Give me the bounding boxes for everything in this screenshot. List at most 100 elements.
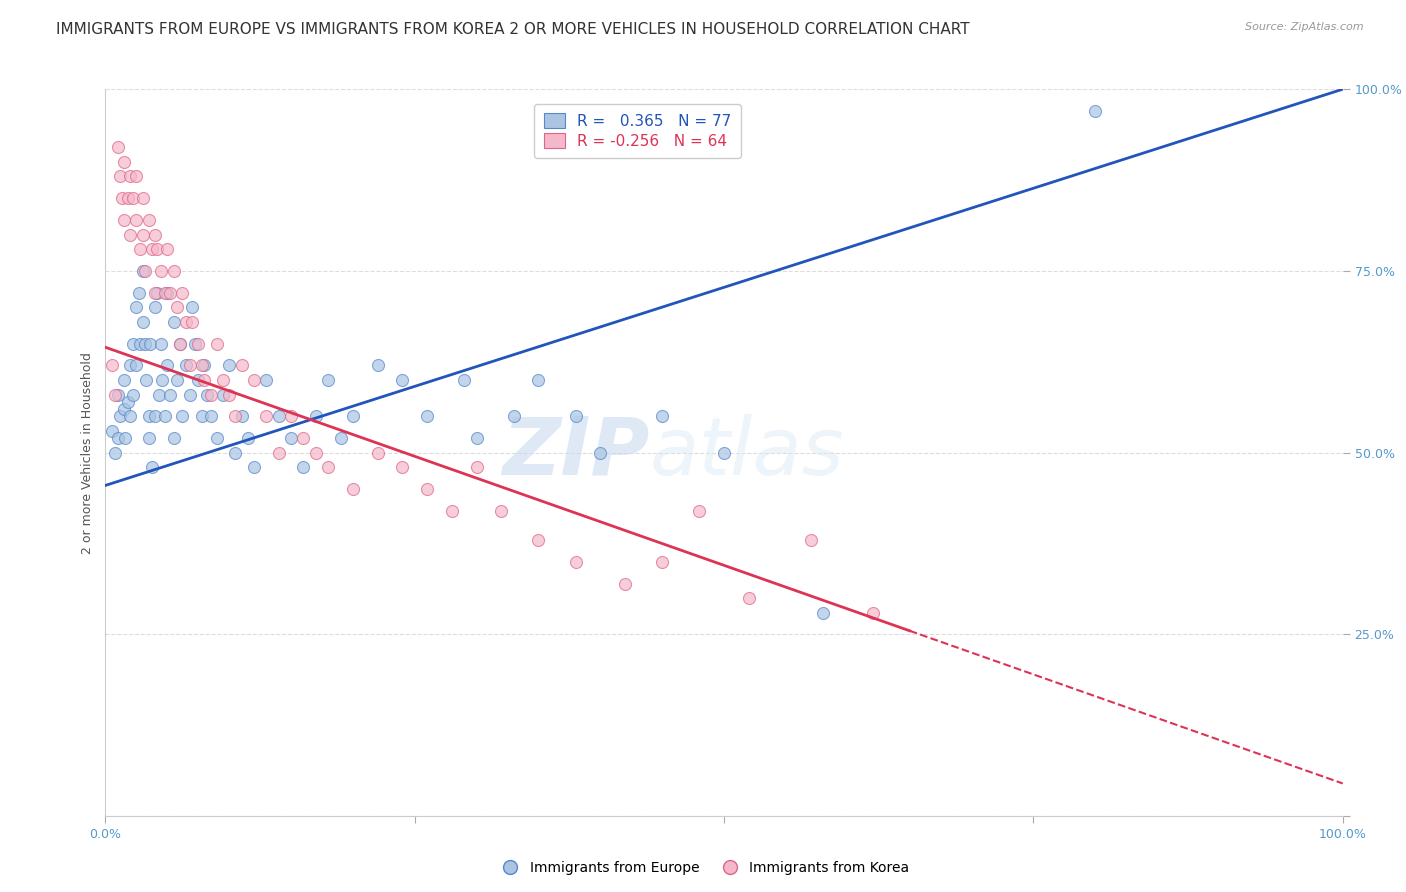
Point bbox=[143, 285, 166, 300]
Point bbox=[183, 336, 205, 351]
Point bbox=[527, 373, 550, 387]
Point bbox=[179, 387, 201, 401]
Point bbox=[129, 336, 152, 351]
Point bbox=[156, 285, 179, 300]
Point bbox=[187, 373, 209, 387]
Point bbox=[589, 445, 612, 460]
Point bbox=[200, 409, 222, 424]
Point bbox=[128, 285, 150, 300]
Point bbox=[120, 227, 142, 242]
Point bbox=[205, 431, 228, 445]
Point bbox=[205, 336, 228, 351]
Point bbox=[131, 227, 153, 242]
Point bbox=[236, 431, 259, 445]
Point bbox=[181, 315, 204, 329]
Point bbox=[131, 315, 153, 329]
Point bbox=[218, 359, 240, 373]
Point bbox=[254, 373, 277, 387]
Point bbox=[121, 387, 143, 401]
Point bbox=[156, 359, 179, 373]
Point bbox=[143, 409, 166, 424]
Point bbox=[193, 359, 215, 373]
Point bbox=[329, 431, 352, 445]
Point bbox=[104, 445, 127, 460]
Point bbox=[527, 533, 550, 547]
Point bbox=[564, 555, 586, 569]
Point bbox=[134, 264, 156, 278]
Point bbox=[141, 460, 163, 475]
Point bbox=[391, 373, 413, 387]
Y-axis label: 2 or more Vehicles in Household: 2 or more Vehicles in Household bbox=[82, 351, 94, 554]
Point bbox=[212, 387, 235, 401]
Point bbox=[713, 445, 735, 460]
Point bbox=[465, 431, 488, 445]
Point bbox=[280, 431, 302, 445]
Point bbox=[316, 460, 339, 475]
Point bbox=[138, 431, 160, 445]
Point bbox=[112, 373, 135, 387]
Point bbox=[112, 154, 135, 169]
Point bbox=[172, 285, 194, 300]
Point bbox=[125, 359, 148, 373]
Point bbox=[651, 555, 673, 569]
Point bbox=[110, 191, 132, 205]
Point bbox=[146, 242, 169, 256]
Point bbox=[166, 300, 188, 315]
Point bbox=[391, 460, 413, 475]
Point bbox=[811, 606, 834, 620]
Text: ZIP: ZIP bbox=[502, 414, 650, 491]
Point bbox=[416, 482, 439, 496]
Point bbox=[200, 387, 222, 401]
Point bbox=[153, 409, 176, 424]
Point bbox=[156, 242, 179, 256]
Point bbox=[195, 387, 218, 401]
Point bbox=[141, 242, 163, 256]
Point bbox=[564, 409, 586, 424]
Point bbox=[231, 359, 253, 373]
Point bbox=[187, 336, 209, 351]
Point bbox=[125, 169, 148, 184]
Point bbox=[800, 533, 823, 547]
Point bbox=[139, 336, 162, 351]
Point bbox=[305, 409, 328, 424]
Legend: Immigrants from Europe, Immigrants from Korea: Immigrants from Europe, Immigrants from … bbox=[491, 855, 915, 880]
Point bbox=[316, 373, 339, 387]
Text: IMMIGRANTS FROM EUROPE VS IMMIGRANTS FROM KOREA 2 OR MORE VEHICLES IN HOUSEHOLD : IMMIGRANTS FROM EUROPE VS IMMIGRANTS FRO… bbox=[56, 22, 970, 37]
Point bbox=[280, 409, 302, 424]
Point bbox=[491, 504, 513, 518]
Point bbox=[465, 460, 488, 475]
Point bbox=[138, 213, 160, 227]
Text: Source: ZipAtlas.com: Source: ZipAtlas.com bbox=[1246, 22, 1364, 32]
Point bbox=[502, 409, 524, 424]
Point bbox=[1084, 103, 1107, 118]
Point bbox=[121, 336, 143, 351]
Point bbox=[143, 227, 166, 242]
Point bbox=[267, 445, 290, 460]
Point bbox=[193, 373, 215, 387]
Point bbox=[120, 409, 142, 424]
Legend: R =   0.365   N = 77, R = -0.256   N = 64: R = 0.365 N = 77, R = -0.256 N = 64 bbox=[534, 104, 741, 158]
Point bbox=[107, 140, 129, 154]
Point bbox=[292, 431, 315, 445]
Point bbox=[342, 409, 364, 424]
Point bbox=[254, 409, 277, 424]
Point bbox=[224, 445, 246, 460]
Point bbox=[191, 359, 214, 373]
Point bbox=[150, 336, 173, 351]
Point bbox=[342, 482, 364, 496]
Point bbox=[651, 409, 673, 424]
Point bbox=[224, 409, 246, 424]
Point bbox=[453, 373, 475, 387]
Point bbox=[107, 431, 129, 445]
Point bbox=[614, 576, 637, 591]
Point bbox=[218, 387, 240, 401]
Point bbox=[100, 359, 122, 373]
Point bbox=[166, 373, 188, 387]
Point bbox=[243, 460, 266, 475]
Point bbox=[114, 431, 136, 445]
Point bbox=[121, 191, 143, 205]
Point bbox=[104, 387, 127, 401]
Point bbox=[174, 315, 197, 329]
Point bbox=[159, 285, 181, 300]
Point bbox=[688, 504, 710, 518]
